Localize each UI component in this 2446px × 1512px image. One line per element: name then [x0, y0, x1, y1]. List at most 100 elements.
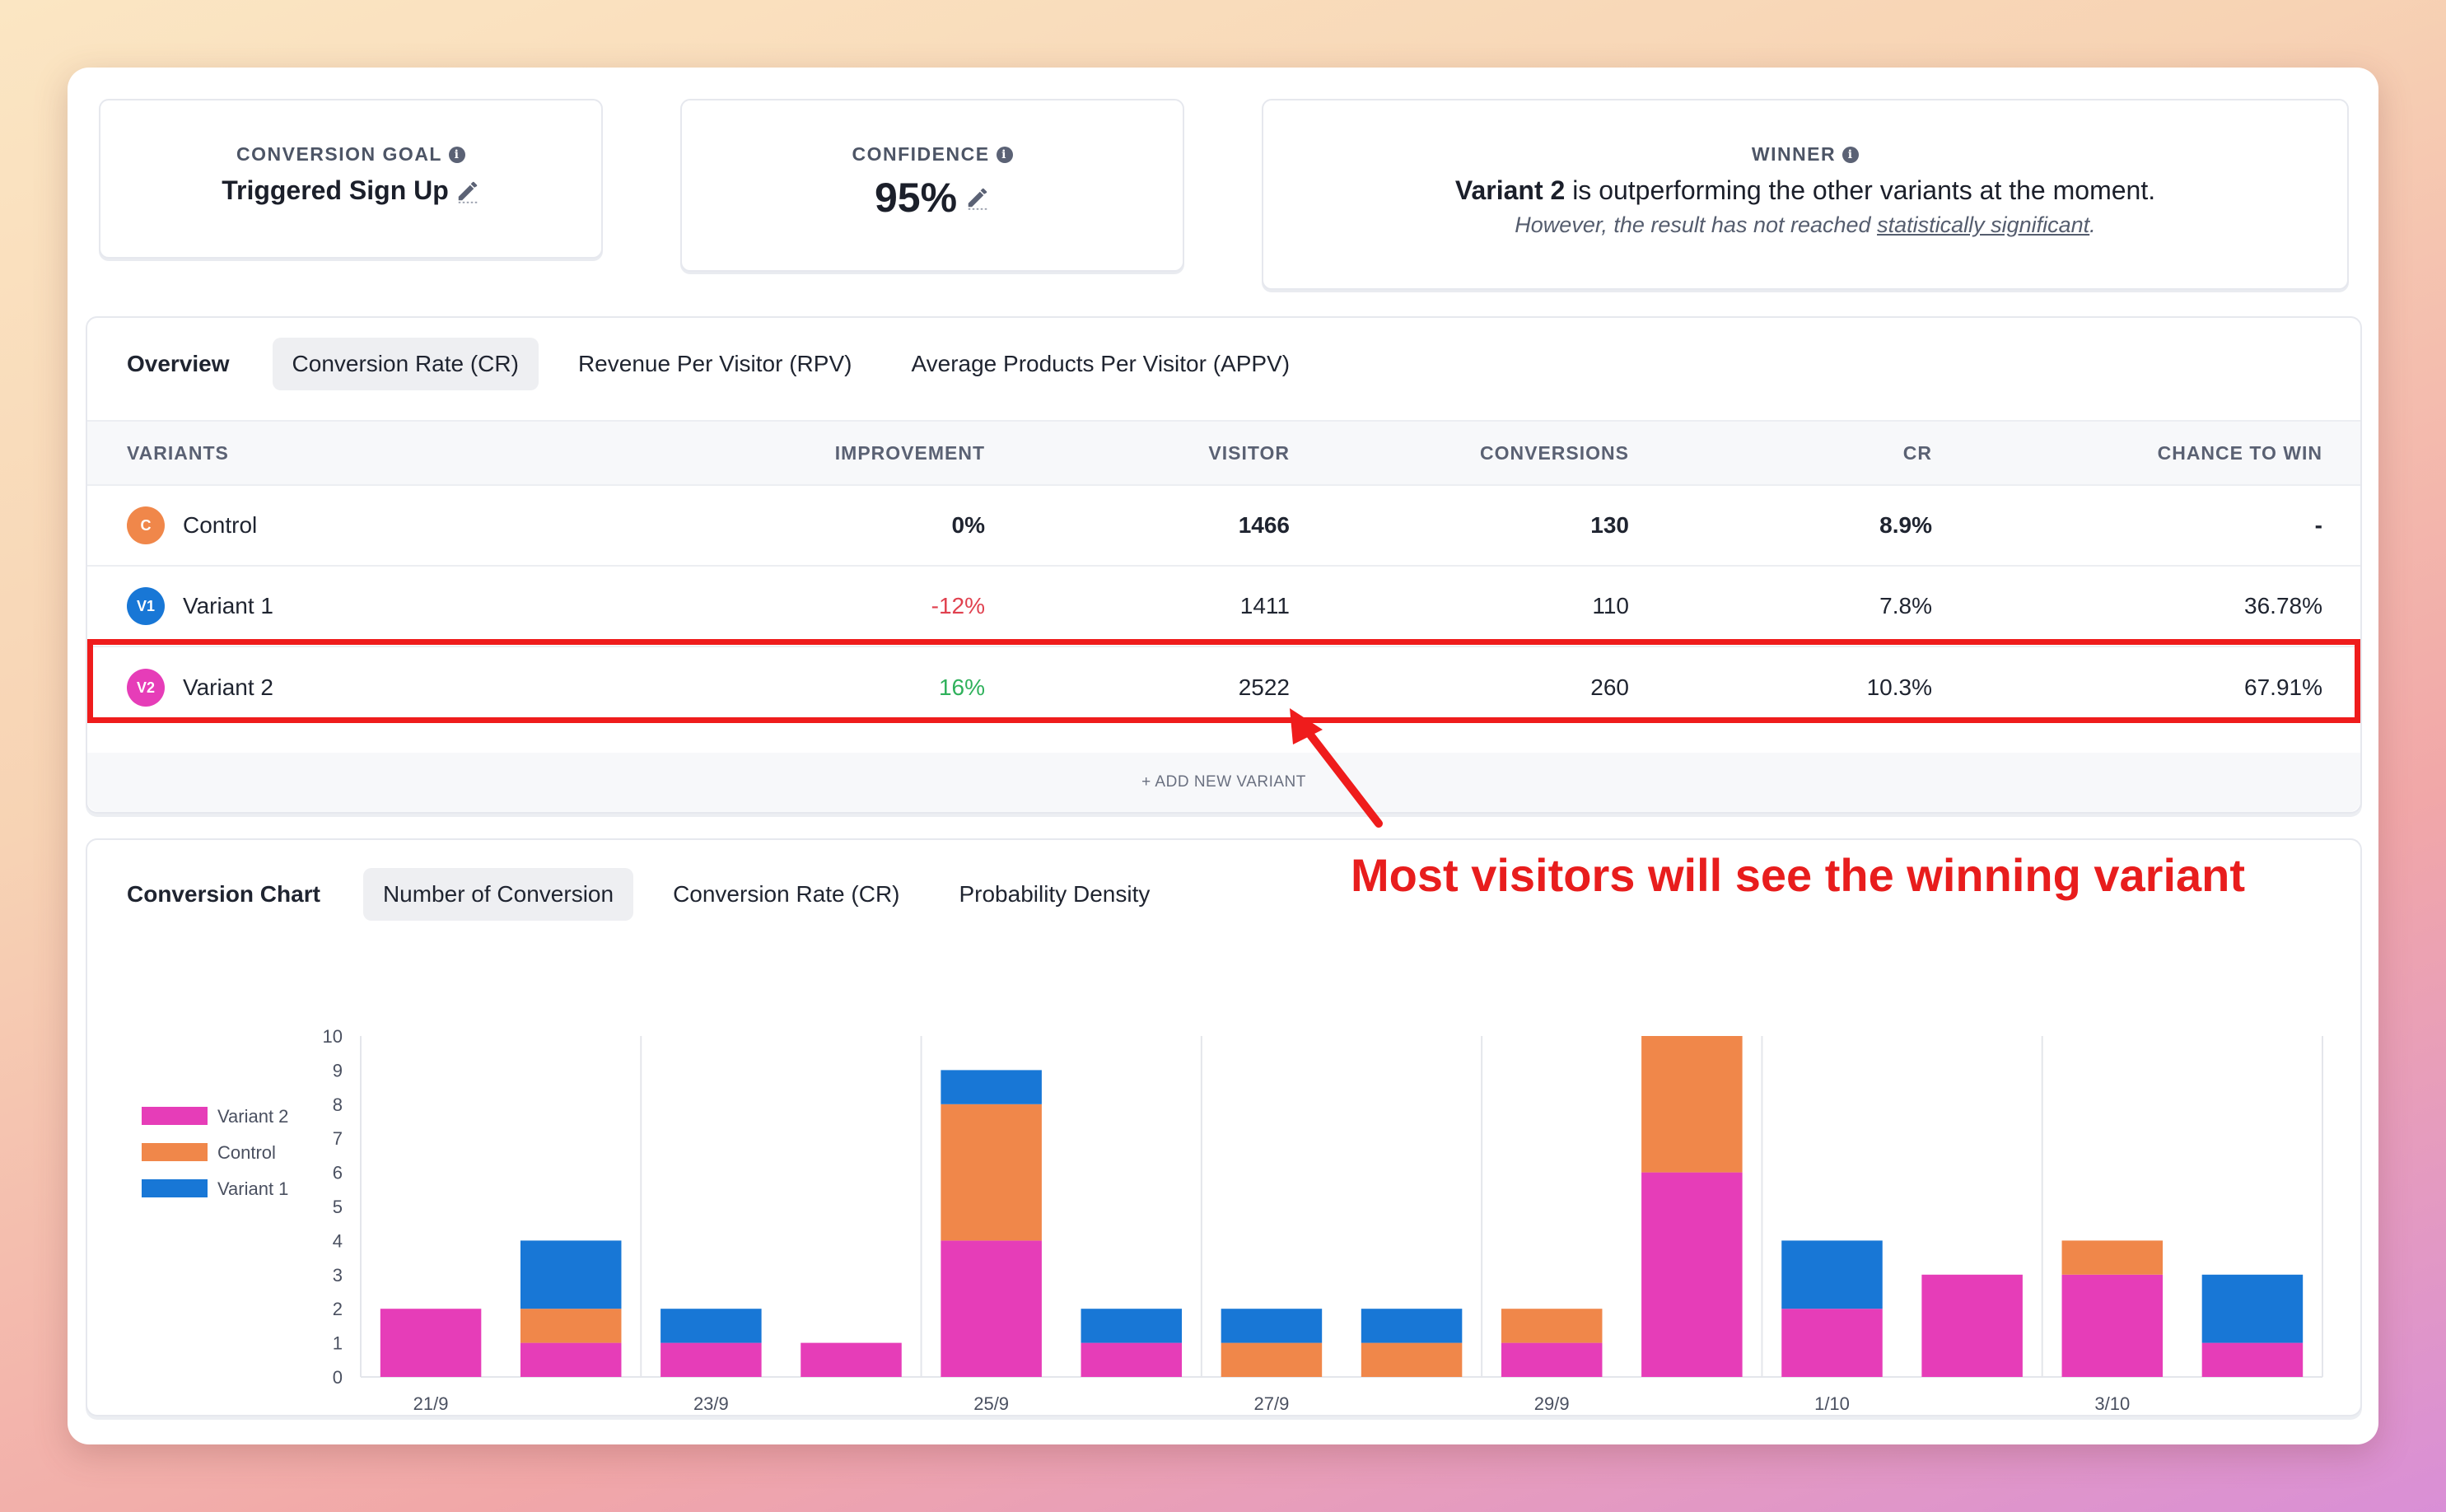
variants-table: VARIANTS IMPROVEMENT VISITOR CONVERSIONS…	[87, 420, 2360, 728]
bar-segment-variant-2[interactable]	[1501, 1342, 1603, 1377]
conversion-goal-card: CONVERSION GOAL i Triggered Sign Up	[99, 99, 603, 259]
bar-segment-control[interactable]	[1221, 1342, 1323, 1377]
cr-value: 8.9%	[1879, 512, 1932, 538]
chance-value: 36.78%	[2244, 593, 2322, 618]
cr-value: 7.8%	[1879, 593, 1932, 618]
variant-badge: V2	[127, 669, 165, 707]
confidence-label: CONFIDENCE i	[682, 143, 1183, 166]
bar-segment-variant-1[interactable]	[520, 1240, 622, 1309]
confidence-card: CONFIDENCE i 95%	[680, 99, 1184, 272]
conversion-goal-value: Triggered Sign Up	[100, 175, 601, 206]
variant-badge: C	[127, 506, 165, 544]
bar-segment-control[interactable]	[2061, 1240, 2164, 1275]
legend-label: Control	[217, 1142, 276, 1163]
tab-overview[interactable]: Overview	[127, 351, 230, 376]
y-tick-label: 1	[333, 1333, 343, 1354]
header-variants: VARIANTS	[127, 441, 229, 464]
tab-average-products[interactable]: Average Products Per Visitor (APPV)	[911, 351, 1291, 376]
winner-subtext: However, the result has not reached stat…	[1263, 212, 2347, 238]
legend-swatch	[142, 1179, 208, 1197]
legend-label: Variant 2	[217, 1106, 288, 1127]
x-tick-label: 29/9	[1534, 1393, 1570, 1414]
bar-segment-variant-1[interactable]	[1221, 1309, 1323, 1343]
table-header: VARIANTS IMPROVEMENT VISITOR CONVERSIONS…	[87, 420, 2360, 486]
header-chance-to-win: CHANCE TO WIN	[2157, 441, 2322, 464]
y-tick-label: 0	[333, 1367, 343, 1388]
bar-segment-variant-2[interactable]	[801, 1342, 902, 1377]
bar-segment-variant-1[interactable]	[1081, 1309, 1183, 1343]
bar-segment-variant-2[interactable]	[1921, 1274, 2023, 1377]
visitor-value: 1466	[1238, 512, 1290, 538]
conversions-value: 130	[1590, 512, 1629, 538]
conversion-goal-label-text: CONVERSION GOAL	[236, 143, 442, 165]
info-icon[interactable]: i	[1842, 146, 1860, 163]
x-tick-label: 1/10	[1814, 1393, 1850, 1414]
table-row[interactable]: V2 Variant 2 16% 2522 260 10.3% 67.91%	[87, 647, 2360, 728]
tab-revenue-per-visitor[interactable]: Revenue Per Visitor (RPV)	[577, 351, 852, 376]
bar-segment-variant-2[interactable]	[2201, 1342, 2304, 1377]
bar-segment-variant-2[interactable]	[941, 1240, 1042, 1377]
bar-segment-variant-2[interactable]	[1781, 1309, 1883, 1377]
y-tick-label: 3	[333, 1265, 343, 1286]
confidence-label-text: CONFIDENCE	[852, 143, 990, 165]
variant-name: Variant 2	[183, 674, 273, 700]
bar-segment-control[interactable]	[520, 1309, 622, 1343]
legend-swatch	[142, 1107, 208, 1125]
tab-number-of-conversion[interactable]: Number of Conversion	[362, 868, 634, 921]
tab-conversion-rate[interactable]: Conversion Rate (CR)	[272, 338, 539, 390]
x-tick-label: 27/9	[1254, 1393, 1290, 1414]
table-row[interactable]: C Control 0% 1466 130 8.9% -	[87, 486, 2360, 567]
bar-segment-variant-1[interactable]	[1781, 1240, 1883, 1309]
bar-segment-variant-1[interactable]	[941, 1070, 1042, 1104]
x-tick-label: 3/10	[2094, 1393, 2130, 1414]
variant-badge: V1	[127, 587, 165, 625]
significance-link[interactable]: statistically significant	[1877, 212, 2090, 237]
bar-segment-variant-1[interactable]	[661, 1309, 762, 1343]
bar-segment-variant-1[interactable]	[1361, 1309, 1463, 1343]
bar-segment-variant-1[interactable]	[2201, 1274, 2304, 1343]
bar-segment-variant-2[interactable]	[520, 1342, 622, 1377]
conversions-value: 110	[1592, 593, 1629, 618]
winner-message: Variant 2 is outperforming the other var…	[1263, 175, 2347, 206]
visitor-value: 2522	[1238, 674, 1290, 700]
bar-segment-control[interactable]	[941, 1104, 1042, 1241]
annotation-arrow-icon	[1290, 708, 1383, 828]
confidence-value: 95%	[682, 174, 1183, 222]
conversion-bar-chart: 0 1 2 3 4 5 6 7 8 9 10 21/9 23/9 25/9 27/9 29/9 1/10 3/10…	[142, 1026, 2323, 1414]
conversions-value: 260	[1590, 674, 1629, 700]
header-cr: CR	[1902, 441, 1932, 464]
pencil-icon[interactable]	[965, 185, 990, 210]
info-icon[interactable]: i	[448, 146, 465, 163]
pencil-icon[interactable]	[455, 179, 480, 203]
table-row[interactable]: V1 Variant 1 -12% 1411 110 7.8% 36.78%	[87, 567, 2360, 647]
header-conversions: CONVERSIONS	[1480, 441, 1629, 464]
winner-sub-suffix: .	[2089, 212, 2096, 237]
winner-text: is outperforming the other variants at t…	[1565, 175, 2156, 205]
variants-panel: Overview Conversion Rate (CR) Revenue Pe…	[86, 316, 2362, 814]
y-tick-label: 6	[333, 1163, 343, 1183]
bar-segment-variant-2[interactable]	[661, 1342, 762, 1377]
bar-segment-control[interactable]	[1501, 1309, 1603, 1343]
visitor-value: 1411	[1239, 593, 1290, 618]
improvement-value: 0%	[951, 512, 985, 538]
bar-segment-variant-2[interactable]	[2061, 1274, 2164, 1377]
bar-segment-variant-2[interactable]	[380, 1309, 482, 1377]
y-tick-label: 2	[333, 1299, 343, 1319]
chart-title: Conversion Chart	[127, 881, 320, 907]
info-icon[interactable]: i	[996, 146, 1013, 163]
confidence-text: 95%	[874, 175, 958, 221]
cr-value: 10.3%	[1866, 674, 1932, 700]
chart-tabs: Conversion Chart Number of Conversion Co…	[107, 868, 1169, 921]
winner-label: WINNER i	[1263, 143, 2347, 166]
tab-chart-conversion-rate[interactable]: Conversion Rate (CR)	[673, 881, 900, 907]
bar-segment-control[interactable]	[1361, 1342, 1463, 1377]
add-variant-button[interactable]: + ADD NEW VARIANT	[87, 753, 2360, 812]
bar-segment-variant-2[interactable]	[1081, 1342, 1183, 1377]
variant-name: Control	[183, 512, 258, 538]
x-tick-label: 21/9	[413, 1393, 449, 1414]
bar-segment-control[interactable]	[1641, 1036, 1743, 1173]
bar-segment-variant-2[interactable]	[1641, 1172, 1743, 1377]
metric-tabs: Overview Conversion Rate (CR) Revenue Pe…	[107, 338, 1309, 390]
y-tick-label: 10	[323, 1026, 343, 1047]
tab-probability-density[interactable]: Probability Density	[959, 881, 1151, 907]
